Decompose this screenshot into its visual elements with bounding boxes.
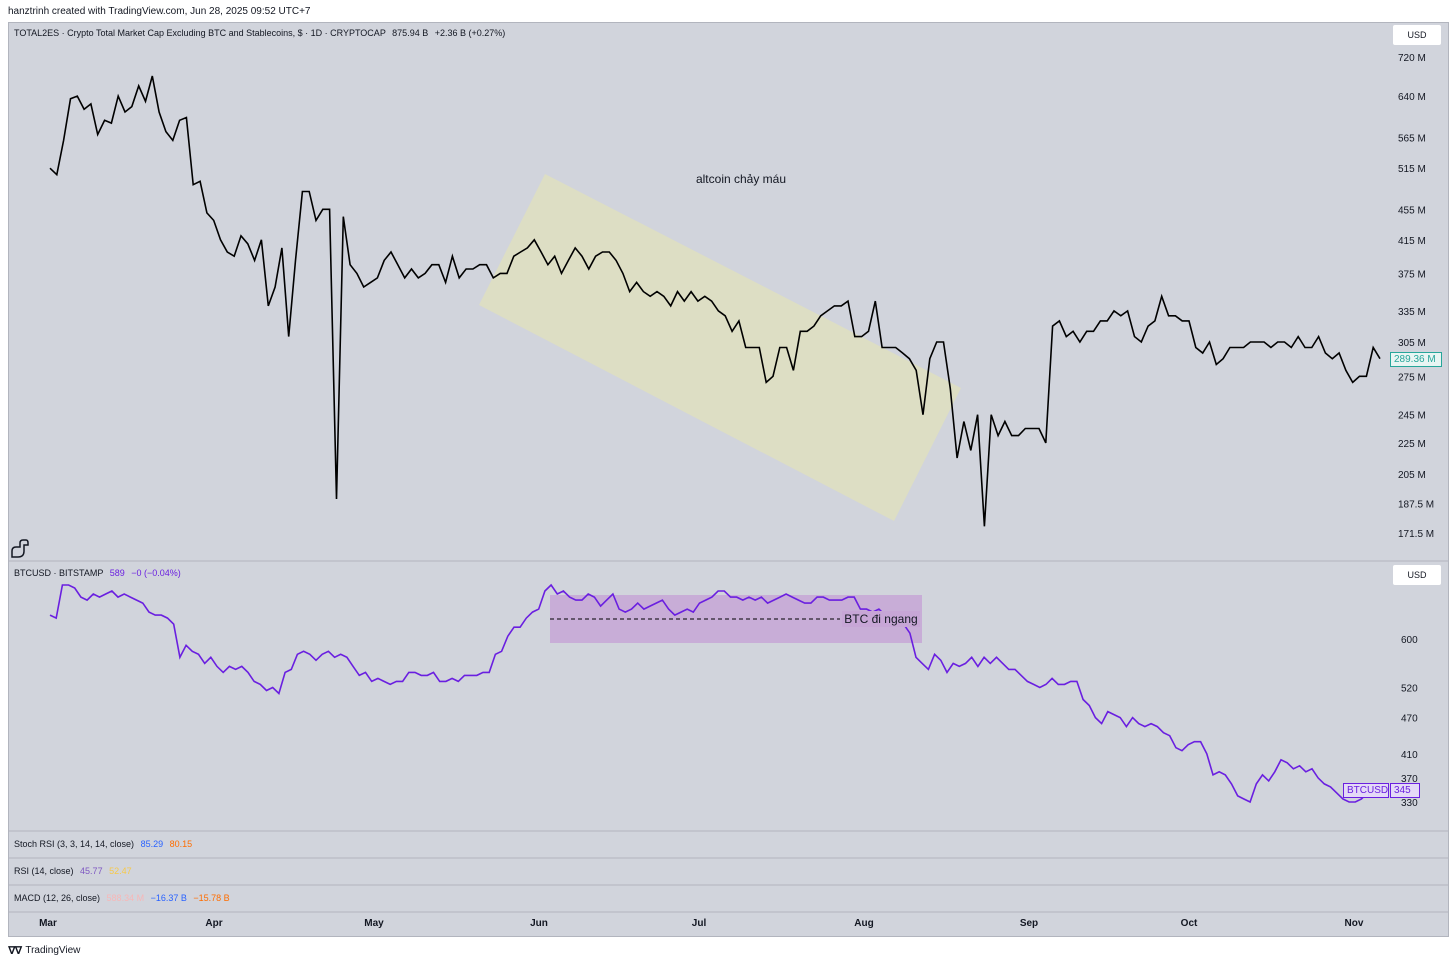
main-change: +2.36 B (+0.27%) xyxy=(434,28,506,38)
main-legend[interactable]: TOTAL2ES · Crypto Total Market Cap Exclu… xyxy=(14,28,505,38)
macd-line: −16.37 B xyxy=(150,893,187,903)
main-y-tick: 305 M xyxy=(1398,338,1426,349)
stoch-rsi-k: 85.29 xyxy=(140,839,164,849)
btc-symbol: BTCUSD · BITSTAMP xyxy=(14,568,104,578)
currency-button-btc[interactable]: USD xyxy=(1393,565,1441,585)
stoch-rsi-legend[interactable]: Stoch RSI (3, 3, 14, 14, close) 85.29 80… xyxy=(14,839,192,849)
macd-name: MACD (12, 26, close) xyxy=(14,893,101,903)
time-axis-label: Aug xyxy=(854,918,874,929)
btc-y-tick: 410 xyxy=(1401,750,1418,761)
time-axis-label: May xyxy=(364,918,384,929)
main-y-tick: 720 M xyxy=(1398,53,1426,64)
chart-frame xyxy=(8,22,1449,937)
main-y-tick: 415 M xyxy=(1398,236,1426,247)
macd-hist: 588.34 M xyxy=(106,893,145,903)
currency-button-main[interactable]: USD xyxy=(1393,25,1441,45)
stoch-rsi-d: 80.15 xyxy=(169,839,193,849)
main-y-tick: 455 M xyxy=(1398,205,1426,216)
chart-svg[interactable]: 720 M 640 M 565 M 515 M 455 M 415 M 375 M 335 M… xyxy=(8,22,1449,937)
btc-series-label-tag: BTCUSD xyxy=(1343,783,1389,798)
tradingview-logo-icon: ∇∇ xyxy=(8,945,22,957)
time-axis-label: Apr xyxy=(205,918,223,929)
main-symbol: TOTAL2ES · Crypto Total Market Cap Exclu… xyxy=(14,28,386,38)
main-y-tick: 375 M xyxy=(1398,269,1426,280)
downtrend-channel[interactable] xyxy=(479,174,961,521)
btcusd-line[interactable] xyxy=(49,583,1381,804)
btc-y-tick: 520 xyxy=(1401,683,1418,694)
annotation-btc-sideways[interactable]: BTC đi ngang xyxy=(844,612,917,626)
btc-y-tick: 470 xyxy=(1401,714,1418,725)
main-price-axis[interactable]: 720 M 640 M 565 M 515 M 455 M 415 M 375 M 335 M… xyxy=(1398,53,1434,540)
time-axis-label: Oct xyxy=(1180,918,1198,929)
dino-icon[interactable] xyxy=(11,539,29,558)
btc-y-tick: 330 xyxy=(1401,798,1418,809)
stoch-rsi-name: Stoch RSI (3, 3, 14, 14, close) xyxy=(14,839,135,849)
main-last: 875.94 B xyxy=(392,28,429,38)
btc-price-axis[interactable]: 600 520 470 410 370 330 xyxy=(1401,635,1418,809)
total2es-line[interactable] xyxy=(49,75,1381,527)
time-axis-label: Sep xyxy=(1019,918,1039,929)
btc-change: −0 (−0.04%) xyxy=(131,568,181,578)
btc-last: 589 xyxy=(109,568,125,578)
footer-brand-text: TradingView xyxy=(25,945,81,956)
main-y-tick: 640 M xyxy=(1398,92,1426,103)
annotation-altcoin[interactable]: altcoin chảy máu xyxy=(696,172,786,186)
rsi-legend[interactable]: RSI (14, close) 45.77 52.47 xyxy=(14,866,132,876)
main-series[interactable] xyxy=(49,75,1381,527)
rsi-name: RSI (14, close) xyxy=(14,866,74,876)
btc-y-tick: 370 xyxy=(1401,774,1418,785)
btc-legend[interactable]: BTCUSD · BITSTAMP 589 −0 (−0.04%) xyxy=(14,568,181,578)
btc-series[interactable] xyxy=(49,583,1381,804)
time-axis-label: Jun xyxy=(530,918,548,929)
annotation-btc-bg xyxy=(842,611,920,627)
rsi-value: 45.77 xyxy=(80,866,103,876)
btc-last-price-tag: 345 xyxy=(1390,783,1420,798)
footer-brand[interactable]: ∇∇ TradingView xyxy=(8,944,80,957)
main-y-tick: 225 M xyxy=(1398,439,1426,450)
main-y-tick: 565 M xyxy=(1398,133,1426,144)
main-y-tick: 171.5 M xyxy=(1398,529,1434,540)
rsi-ma: 52.47 xyxy=(109,866,132,876)
main-y-tick: 187.5 M xyxy=(1398,499,1434,510)
macd-signal: −15.78 B xyxy=(193,893,230,903)
created-by-text: hanztrinh created with TradingView.com, … xyxy=(8,6,311,17)
time-axis-label: Mar xyxy=(39,918,57,929)
main-y-tick: 205 M xyxy=(1398,470,1426,481)
time-axis-label: Nov xyxy=(1344,918,1364,929)
main-y-tick: 335 M xyxy=(1398,307,1426,318)
main-y-tick: 515 M xyxy=(1398,164,1426,175)
main-last-price-tag: 289.36 M xyxy=(1390,352,1442,367)
main-y-tick: 245 M xyxy=(1398,411,1426,422)
macd-legend[interactable]: MACD (12, 26, close) 588.34 M −16.37 B −… xyxy=(14,893,230,903)
main-y-tick: 275 M xyxy=(1398,372,1426,383)
btc-y-tick: 600 xyxy=(1401,635,1418,646)
time-axis-label: Jul xyxy=(691,918,707,929)
